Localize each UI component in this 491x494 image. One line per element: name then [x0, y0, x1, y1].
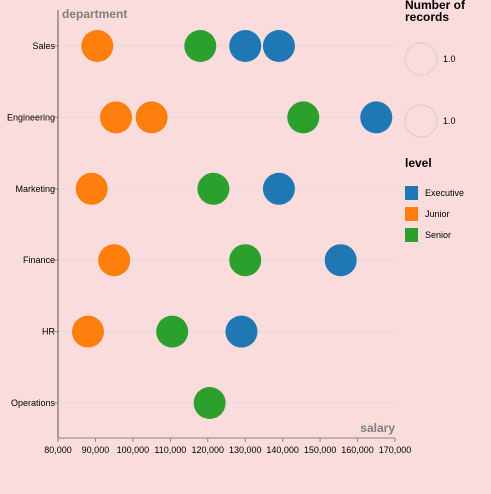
point-engineering-executive — [360, 101, 393, 134]
point-sales-junior — [81, 30, 114, 62]
legend-swatch-senior — [405, 228, 418, 242]
legend-swatch-junior — [405, 207, 418, 221]
x-tick-label: 170,000 — [379, 445, 412, 455]
point-hr-senior — [156, 315, 189, 348]
x-tick-label: 150,000 — [304, 445, 337, 455]
y-tick-label: Operations — [11, 398, 56, 408]
point-engineering-junior — [100, 101, 133, 134]
x-tick-label: 140,000 — [266, 445, 299, 455]
point-marketing-senior — [197, 172, 230, 205]
y-axis: Sales Engineering Marketing Finance HR Operat… — [7, 10, 59, 438]
color-legend: level Executive Junior Senior — [405, 156, 464, 242]
point-finance-senior — [229, 244, 262, 277]
size-legend-title: Number of — [405, 0, 466, 12]
point-hr-executive — [225, 315, 258, 348]
legend-label-senior: Senior — [425, 230, 451, 240]
size-legend-title: records — [405, 10, 449, 24]
y-tick-label: HR — [42, 327, 55, 337]
point-marketing-executive — [262, 172, 295, 205]
legend-label-junior: Junior — [425, 209, 450, 219]
size-legend-label: 1.0 — [443, 54, 456, 64]
x-tick-label: 130,000 — [229, 445, 262, 455]
x-tick-label: 90,000 — [82, 445, 110, 455]
x-tick-label: 110,000 — [154, 445, 186, 455]
y-tick-label: Engineering — [7, 112, 55, 122]
y-axis-title: department — [62, 7, 127, 21]
size-legend-label: 1.0 — [443, 116, 456, 126]
size-legend-symbol — [404, 104, 438, 138]
legend-swatch-executive — [405, 186, 418, 200]
point-operations-senior — [193, 387, 226, 419]
point-sales-senior — [184, 30, 217, 62]
x-tick-label: 120,000 — [192, 445, 225, 455]
point-marketing-junior — [75, 172, 108, 205]
point-sales-executive — [262, 30, 295, 62]
grid-lines — [58, 45, 395, 404]
size-legend-symbol — [404, 42, 438, 76]
x-tick-label: 80,000 — [44, 445, 72, 455]
color-legend-title: level — [405, 156, 432, 170]
x-tick-label: 160,000 — [341, 445, 374, 455]
point-sales-executive — [229, 30, 262, 62]
y-tick-label: Finance — [23, 255, 55, 265]
x-axis: 80,000 90,000 100,000 110,000 120,000 130,000… — [44, 437, 412, 455]
data-points — [71, 30, 393, 419]
point-hr-junior — [71, 315, 104, 348]
point-finance-junior — [98, 244, 131, 277]
x-tick-label: 100,000 — [117, 445, 150, 455]
x-axis-title: salary — [360, 421, 395, 435]
y-tick-label: Marketing — [15, 184, 55, 194]
point-finance-executive — [324, 244, 357, 277]
point-engineering-senior — [287, 101, 320, 134]
legend-label-executive: Executive — [425, 188, 464, 198]
y-tick-label: Sales — [32, 41, 55, 51]
point-engineering-junior — [135, 101, 168, 134]
